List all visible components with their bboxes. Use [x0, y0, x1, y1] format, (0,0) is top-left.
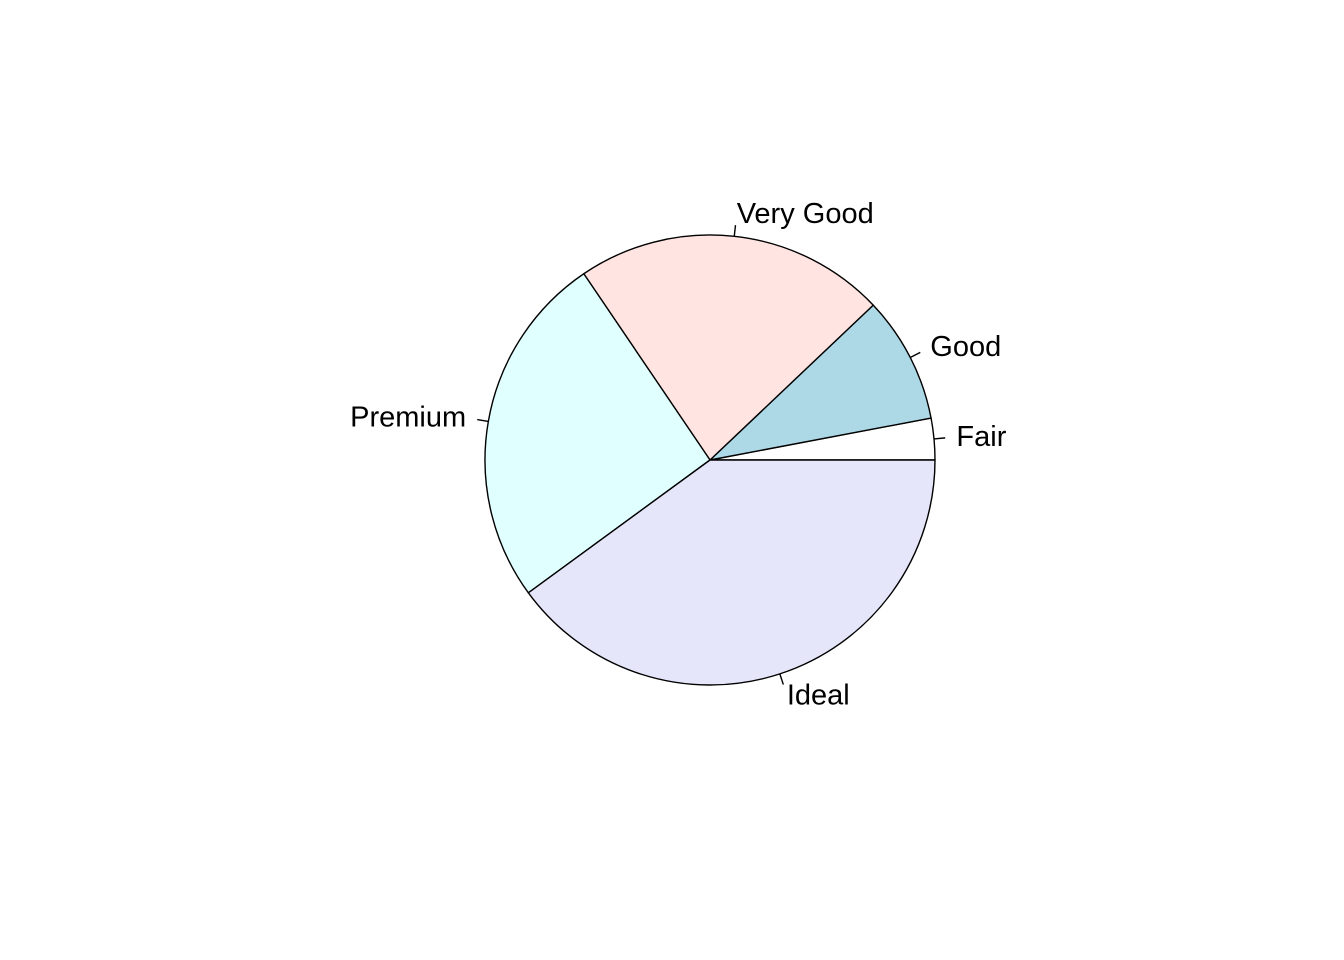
slice-label-ideal: Ideal [787, 679, 850, 711]
label-ticks [477, 225, 946, 685]
slice-labels: Fair Good Very Good Premium Ideal [350, 198, 1007, 711]
slice-label-premium: Premium [350, 402, 466, 434]
label-tick-fair [933, 437, 946, 440]
label-tick-ideal [779, 673, 784, 685]
pie-slice-ideal [527, 459, 936, 686]
label-tick-premium [477, 418, 489, 423]
slice-label-fair: Fair [956, 421, 1006, 453]
pie-slices [484, 234, 936, 686]
label-tick-very-good [733, 225, 737, 237]
pie-slice-good [709, 304, 932, 461]
slice-label-very-good: Very Good [737, 198, 874, 230]
slice-label-good: Good [930, 331, 1001, 363]
pie-slice-very-good [583, 234, 874, 461]
label-tick-good [909, 351, 921, 359]
pie-slice-premium [484, 273, 711, 594]
